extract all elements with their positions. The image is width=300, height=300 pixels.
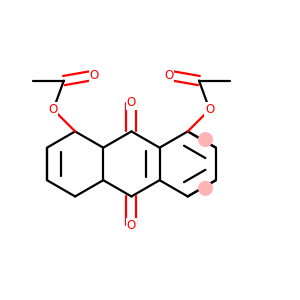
Text: O: O	[49, 103, 58, 116]
Circle shape	[199, 182, 212, 195]
Text: O: O	[90, 69, 99, 82]
Text: O: O	[205, 103, 214, 116]
Text: O: O	[127, 96, 136, 109]
Text: O: O	[127, 218, 136, 232]
Text: O: O	[164, 69, 173, 82]
Circle shape	[199, 133, 212, 146]
